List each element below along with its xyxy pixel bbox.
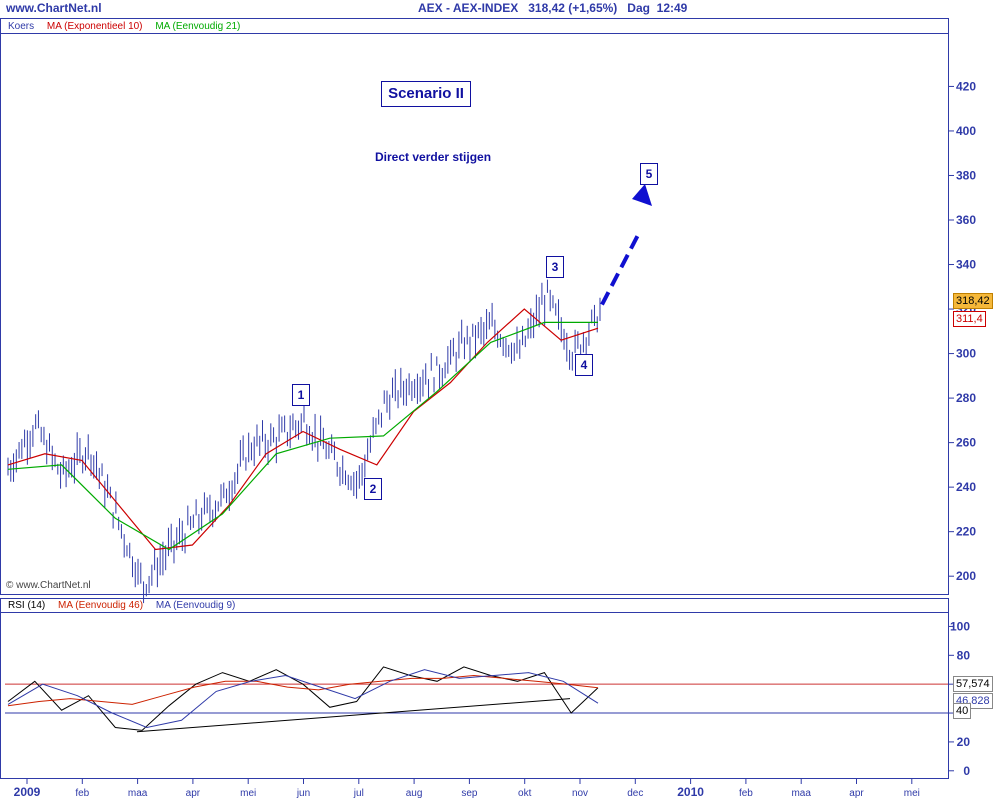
main-ytick-label: 260 (956, 436, 976, 450)
rsi-line (7, 666, 599, 731)
wave-label-3: 3 (546, 256, 564, 278)
main-ytick-label: 400 (956, 124, 976, 138)
xtick-label: 2010 (677, 785, 704, 799)
main-ytick-label: 360 (956, 213, 976, 227)
scenario-subtitle: Direct verder stijgen (375, 150, 492, 164)
legend-rsi-ma46: MA (Eenvoudig 46) (58, 600, 144, 611)
xtick-label: mei (904, 788, 920, 799)
rsi-ytick-label: 0 (963, 764, 970, 778)
xtick-label: sep (461, 788, 478, 799)
main-ytick-label: 420 (956, 79, 976, 93)
rsi-ytick-label: 20 (957, 735, 971, 749)
copyright-label: © www.ChartNet.nl (6, 580, 91, 591)
xtick-label: feb (739, 788, 753, 799)
chart-title: AEX - AEX-INDEX 318,42 (+1,65%) Dag 12:4… (418, 1, 688, 15)
wave-label-4: 4 (575, 354, 593, 376)
last-price-tag: 318,42 (953, 293, 993, 309)
ma-exp10-line (7, 308, 599, 551)
ma-price-tag: 311,4 (953, 311, 986, 327)
main-legend: Koers MA (Exponentieel 10) MA (Eenvoudig… (8, 21, 250, 32)
xtick-label: 2009 (14, 785, 41, 799)
main-ytick-label: 200 (956, 569, 976, 583)
main-ytick-label: 340 (956, 258, 976, 272)
main-panel-frame (0, 18, 949, 595)
wave-label-2: 2 (364, 478, 382, 500)
xtick-label: jul (353, 788, 364, 799)
main-ytick-label: 300 (956, 347, 976, 361)
xtick-label: apr (186, 788, 201, 799)
ma-simple21-line (7, 321, 598, 551)
rsi-ma9-line (7, 669, 599, 729)
rsi-ytick-label: 100 (950, 619, 970, 633)
scenario-label: Scenario II (381, 81, 471, 107)
rsi-value-tag: 57,574 (953, 676, 993, 692)
site-label[interactable]: www.ChartNet.nl (6, 1, 102, 15)
main-ytick-label: 380 (956, 168, 976, 182)
rsi-legend: RSI (14) MA (Eenvoudig 46) MA (Eenvoudig… (8, 600, 245, 611)
legend-rsi: RSI (14) (8, 600, 46, 611)
legend-ma-simple21: MA (Eenvoudig 21) (155, 21, 241, 32)
main-ytick-label: 220 (956, 525, 976, 539)
xtick-label: maa (791, 788, 811, 799)
xtick-label: mei (240, 788, 256, 799)
xtick-label: aug (406, 788, 423, 799)
wave-label-5: 5 (640, 163, 658, 185)
rsi-ma46-line (7, 674, 599, 707)
xtick-label: apr (849, 788, 864, 799)
legend-rsi-ma9: MA (Eenvoudig 9) (155, 600, 236, 611)
xtick-label: maa (128, 788, 148, 799)
rsi-ma-tag: 46,828 (953, 693, 993, 709)
main-ytick-label: 240 (956, 480, 976, 494)
main-ytick-label: 280 (956, 391, 976, 405)
legend-ma-exp10: MA (Exponentieel 10) (46, 21, 143, 32)
rsi-ytick-label: 80 (957, 648, 971, 662)
xtick-label: feb (75, 788, 89, 799)
xtick-label: dec (627, 788, 643, 799)
title-bar: www.ChartNet.nl AEX - AEX-INDEX 318,42 (… (0, 0, 1000, 18)
rsi-level-tag: 40 (953, 703, 972, 719)
rsi-panel-frame (0, 598, 949, 779)
legend-koers: Koers (8, 21, 35, 32)
wave-5-arrowhead (632, 184, 652, 206)
wave-5-projection (600, 230, 642, 306)
xtick-label: nov (572, 788, 588, 799)
xtick-label: jun (296, 788, 310, 799)
xtick-label: okt (518, 788, 532, 799)
wave-label-1: 1 (292, 384, 310, 406)
rsi-trendline (136, 698, 571, 733)
